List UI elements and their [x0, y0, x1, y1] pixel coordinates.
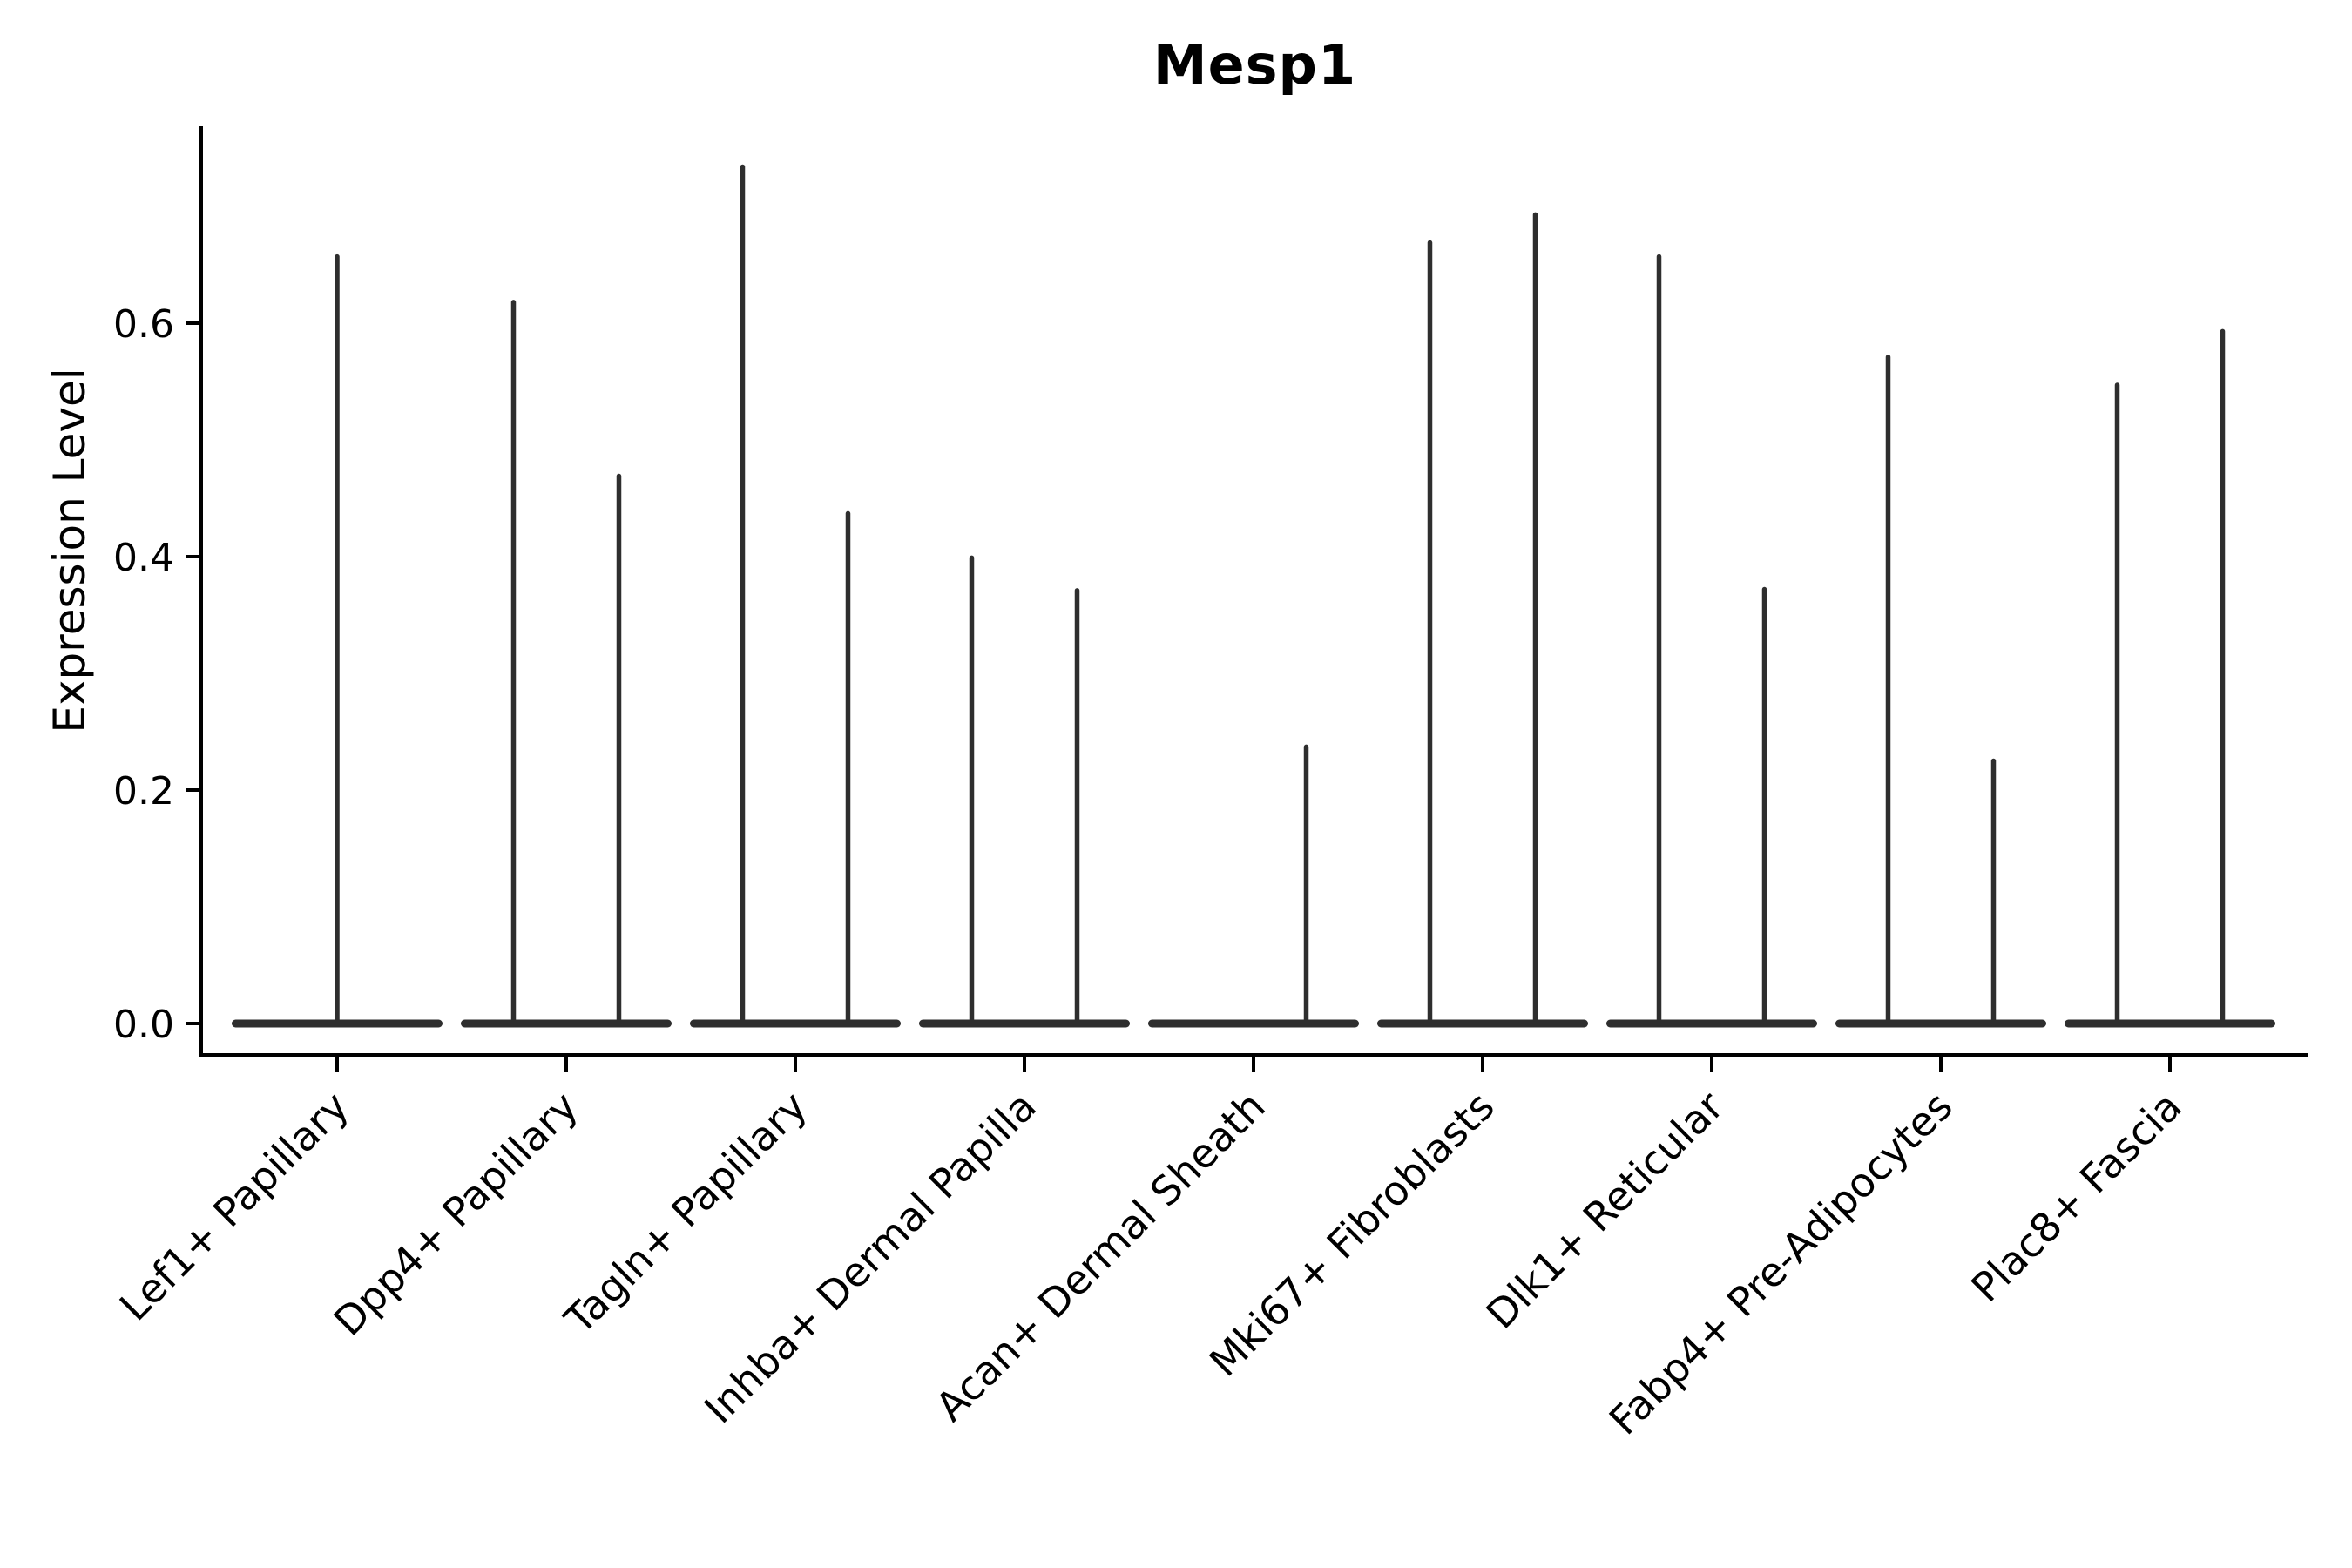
violin-base: [1377, 1019, 1588, 1028]
x-tick-label: Lef1+ Papillary: [111, 1083, 358, 1330]
violin-base: [919, 1019, 1130, 1028]
y-tick-label: 0.2: [113, 769, 174, 814]
x-tick-label: Tagln+ Papillary: [555, 1083, 816, 1344]
x-tick-label: Dpp4+ Papillary: [325, 1083, 587, 1345]
x-tick-label: Dlk1+ Reticular: [1477, 1083, 1733, 1338]
violin-base: [1835, 1019, 2046, 1028]
violin-base: [1606, 1019, 1817, 1028]
x-tick-label: Plac8+ Fascia: [1962, 1083, 2190, 1311]
y-tick-label: 0.4: [113, 536, 174, 580]
chart-title: Mesp1: [1152, 33, 1357, 97]
violin-base: [461, 1019, 672, 1028]
violin-base: [2065, 1019, 2275, 1028]
violin-base: [690, 1019, 901, 1028]
y-tick-label: 0.0: [113, 1003, 174, 1047]
y-tick-label: 0.6: [113, 302, 174, 347]
violin-base: [1148, 1019, 1359, 1028]
